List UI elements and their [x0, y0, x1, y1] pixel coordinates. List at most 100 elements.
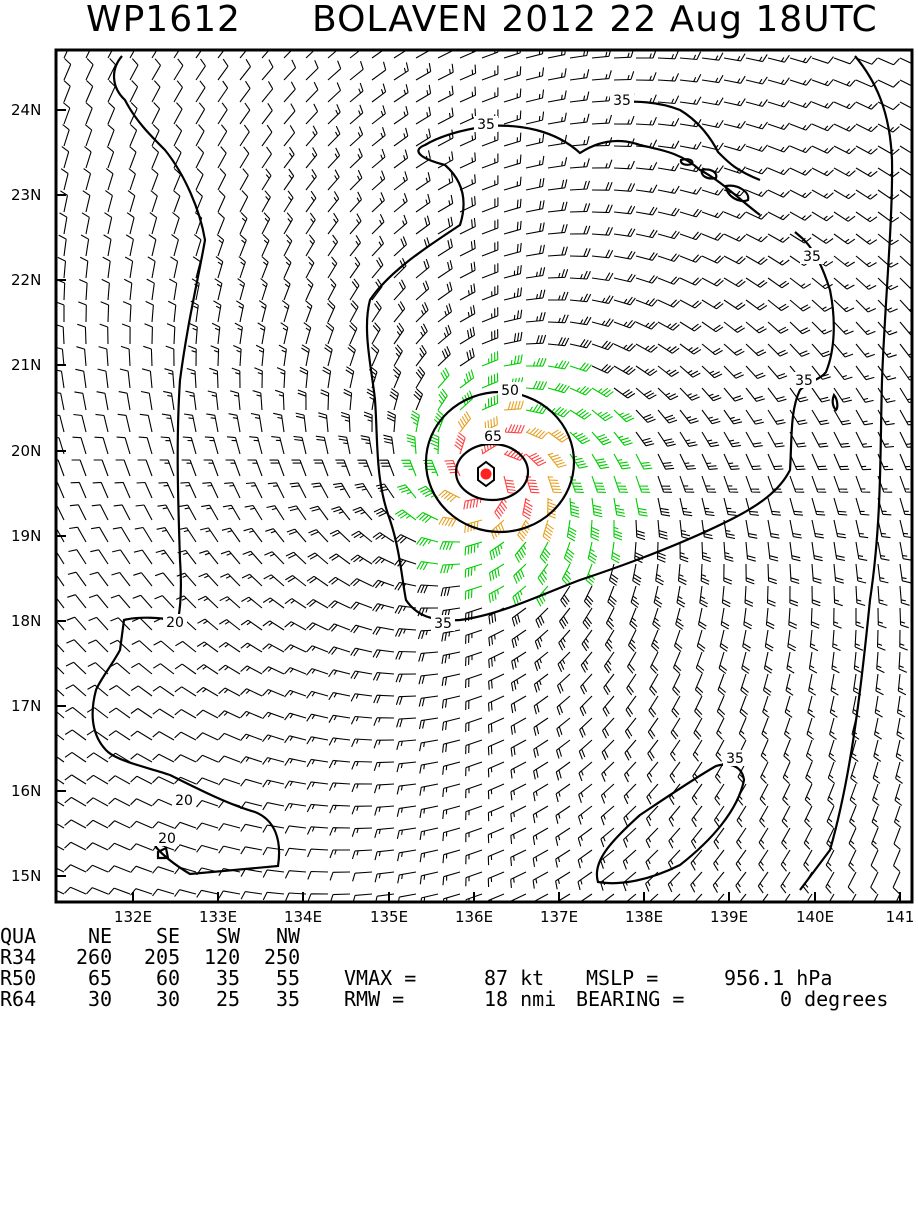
wind-barb	[111, 595, 130, 608]
wind-barb	[307, 576, 328, 586]
wind-barb	[153, 889, 175, 896]
wind-barb	[834, 57, 856, 64]
wind-barb	[512, 674, 527, 691]
wind-barb	[43, 887, 65, 894]
wind-barb	[240, 38, 251, 59]
wind-barb	[240, 59, 251, 80]
wind-barb	[614, 388, 635, 398]
wind-barb	[438, 195, 453, 212]
wind-barb	[614, 229, 635, 237]
wind-barb	[372, 258, 383, 279]
wind-barb	[834, 102, 856, 109]
wind-barb	[438, 346, 450, 366]
table-cell: 60	[156, 968, 180, 989]
wind-barb	[420, 872, 438, 884]
wind-barb	[285, 826, 306, 834]
wind-barb	[145, 324, 153, 344]
lat-label: 18N	[11, 612, 41, 630]
wind-barb	[834, 454, 849, 470]
wind-barb	[489, 674, 504, 690]
wind-barb	[153, 799, 175, 806]
wind-barb	[605, 630, 614, 651]
wind-barb	[560, 608, 571, 629]
table-header-cell: NW	[276, 926, 300, 947]
wind-barb	[109, 776, 130, 784]
wind-barb	[395, 535, 417, 544]
wind-barb	[372, 62, 386, 80]
wind-barb	[744, 608, 752, 629]
wind-barb	[419, 674, 438, 684]
wind-barb	[548, 68, 566, 80]
wind-barb	[130, 59, 138, 80]
wind-barb	[856, 564, 866, 583]
contour-label: 20	[172, 792, 196, 809]
wind-barb	[724, 344, 744, 355]
wind-barb	[212, 323, 220, 344]
wind-barb	[355, 484, 372, 499]
wind-barb	[724, 454, 740, 469]
wind-barb	[174, 81, 183, 102]
lat-label: 22N	[11, 271, 41, 289]
wind-barb	[702, 75, 723, 82]
wind-barb	[548, 113, 566, 124]
longitude-axis: 132E 133E 134E 135E 136E 137E 138E 139E …	[114, 892, 914, 926]
wind-barb	[526, 200, 544, 212]
wind-barb	[186, 391, 197, 410]
wind-barb	[658, 118, 679, 126]
wind-barb	[746, 300, 767, 310]
wind-barb	[350, 148, 362, 168]
wind-barb	[398, 850, 416, 861]
lat-label: 21N	[11, 356, 41, 374]
wind-barb	[306, 126, 317, 146]
wind-barb	[680, 322, 701, 331]
table-cell: 55	[276, 968, 300, 989]
wind-barb	[438, 304, 452, 323]
wind-barb	[614, 206, 635, 214]
wind-barb	[557, 740, 571, 759]
wind-barb	[140, 414, 152, 432]
wind-barb	[900, 344, 918, 358]
wind-barb	[375, 784, 395, 793]
wind-barb	[768, 454, 783, 470]
wind-barb	[900, 190, 918, 200]
wind-barb	[850, 784, 856, 806]
wind-barb	[172, 235, 179, 256]
wind-barb	[194, 235, 201, 257]
lon-label: 136E	[455, 908, 493, 926]
wind-barb	[790, 168, 812, 175]
wind-barb	[601, 850, 614, 869]
wind-barb	[130, 81, 138, 103]
wind-barb	[182, 460, 196, 476]
wind-barb	[614, 116, 634, 124]
wind-barb	[567, 520, 576, 541]
wind-barb	[504, 401, 523, 410]
wind-barb	[570, 114, 589, 124]
wind-barb	[419, 696, 438, 707]
wind-barb	[190, 324, 198, 345]
wind-barb	[197, 778, 219, 784]
wind-barb	[248, 460, 263, 476]
wind-barb	[592, 341, 614, 350]
wind-barb	[533, 806, 548, 823]
wind-barb	[197, 845, 218, 852]
wind-barb	[766, 608, 774, 629]
wind-barb	[204, 460, 218, 476]
wind-barb	[394, 301, 405, 322]
wind-barb	[328, 191, 339, 212]
wind-barb	[827, 806, 834, 828]
wind-barb	[259, 301, 266, 322]
wind-barb	[702, 98, 723, 105]
wind-barb	[878, 300, 898, 312]
wind-barb	[118, 414, 130, 432]
wind-barb	[534, 696, 548, 714]
wind-barb	[535, 652, 548, 671]
wind-barb	[87, 753, 108, 762]
wind-barb	[812, 234, 833, 243]
wind-barb	[301, 345, 309, 366]
wind-barb	[197, 823, 219, 830]
wind-barb	[893, 872, 900, 894]
wind-barb	[592, 498, 602, 517]
wind-barb	[601, 806, 614, 825]
wind-barb	[51, 415, 64, 432]
wind-barb	[592, 476, 606, 492]
